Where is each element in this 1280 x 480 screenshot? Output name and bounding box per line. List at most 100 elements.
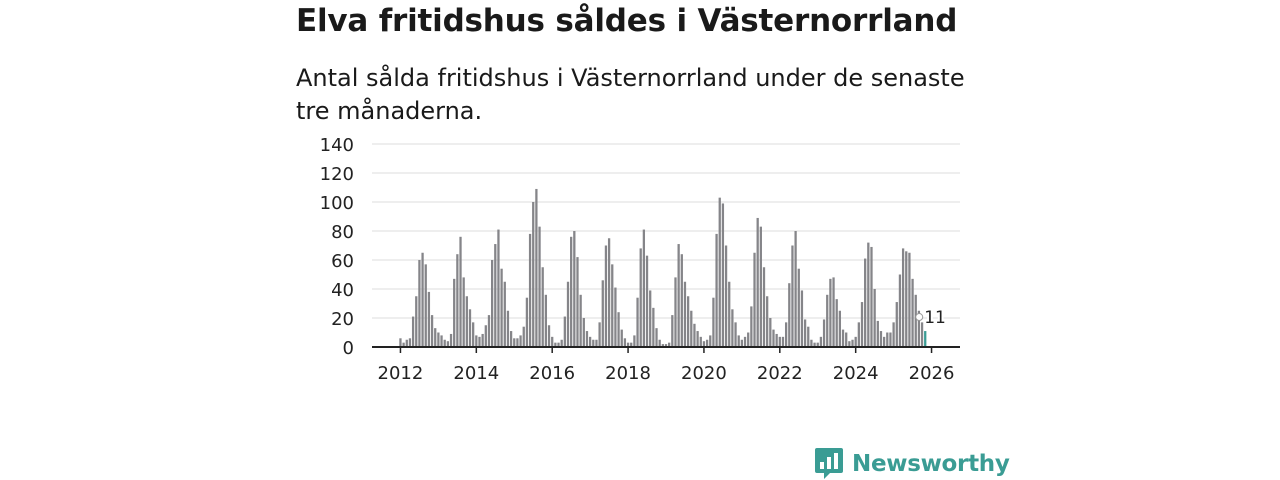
bar xyxy=(449,333,453,347)
bar xyxy=(570,236,573,347)
highlight-marker xyxy=(915,313,924,322)
bar xyxy=(595,339,598,347)
bar xyxy=(525,297,529,347)
bar xyxy=(522,326,525,347)
x-tick-label: 2024 xyxy=(833,363,879,384)
y-tick-label: 100 xyxy=(320,193,354,214)
bar xyxy=(800,290,804,347)
bar xyxy=(468,309,472,347)
bar xyxy=(728,281,731,347)
bar xyxy=(661,344,664,347)
x-tick-label: 2022 xyxy=(757,363,803,384)
bar xyxy=(601,280,604,347)
bar xyxy=(889,332,892,347)
bar xyxy=(437,332,440,347)
bar xyxy=(430,315,434,347)
bar xyxy=(826,294,829,347)
bar xyxy=(718,197,721,347)
bar xyxy=(399,338,402,347)
bar xyxy=(674,277,677,347)
bar xyxy=(459,236,462,347)
bar xyxy=(813,342,816,347)
bar xyxy=(731,309,734,347)
bar xyxy=(759,226,762,347)
bar xyxy=(677,244,680,347)
bar xyxy=(794,231,797,347)
bar xyxy=(671,315,674,347)
bar xyxy=(411,316,415,347)
bar xyxy=(690,310,693,347)
bar xyxy=(807,326,810,347)
bar xyxy=(636,297,639,347)
bar xyxy=(573,231,576,347)
x-tick-label: 2020 xyxy=(681,363,727,384)
bar xyxy=(462,277,465,347)
bar xyxy=(446,341,450,347)
bar xyxy=(712,297,715,347)
bar xyxy=(803,319,807,347)
bar xyxy=(747,332,750,347)
bar xyxy=(551,336,554,347)
bar xyxy=(408,338,412,347)
bar xyxy=(879,331,883,347)
bar xyxy=(766,296,769,347)
bar xyxy=(490,260,494,347)
bar xyxy=(917,310,921,347)
bar xyxy=(652,307,655,347)
bar xyxy=(630,342,633,347)
bar xyxy=(538,226,541,347)
bar xyxy=(598,322,601,347)
bar xyxy=(604,245,608,347)
bar xyxy=(791,245,794,347)
bar xyxy=(528,233,532,347)
bar xyxy=(680,254,683,347)
bar xyxy=(506,310,510,347)
bar xyxy=(715,233,718,347)
bar xyxy=(886,332,889,347)
bar xyxy=(623,338,627,347)
x-tick-label: 2014 xyxy=(453,363,499,384)
bar xyxy=(642,229,646,347)
bar xyxy=(611,264,614,347)
bar xyxy=(620,329,623,347)
bar xyxy=(911,278,914,347)
bar xyxy=(494,244,497,347)
bar xyxy=(702,341,706,347)
bar xyxy=(535,188,538,347)
bar xyxy=(421,252,424,347)
bar xyxy=(513,338,516,347)
bar xyxy=(579,294,582,347)
bar xyxy=(566,281,570,347)
bar xyxy=(649,290,652,347)
brand-name: Newsworthy xyxy=(852,450,1010,477)
bar xyxy=(737,335,740,347)
bar xyxy=(775,333,778,347)
y-tick-label: 140 xyxy=(320,135,354,156)
bar xyxy=(664,344,668,347)
y-tick-label: 20 xyxy=(331,309,354,330)
bar xyxy=(709,335,712,347)
bar xyxy=(503,281,506,347)
bar xyxy=(655,328,658,347)
bar xyxy=(560,339,563,347)
bar xyxy=(705,339,709,347)
bar xyxy=(516,338,519,347)
bar xyxy=(686,296,690,347)
bar xyxy=(920,322,924,347)
bar xyxy=(478,336,481,347)
bar xyxy=(402,342,405,347)
bar xyxy=(645,255,649,347)
bar xyxy=(892,322,895,347)
bar xyxy=(639,248,642,347)
bar xyxy=(841,329,845,347)
bar xyxy=(582,318,585,347)
y-tick-label: 120 xyxy=(320,164,354,185)
bar xyxy=(693,323,696,347)
bar xyxy=(781,336,785,347)
bar xyxy=(829,278,832,347)
x-tick-label: 2016 xyxy=(529,363,575,384)
bar xyxy=(563,316,566,347)
bar xyxy=(838,310,842,347)
bar xyxy=(857,322,860,347)
bar xyxy=(519,335,522,347)
